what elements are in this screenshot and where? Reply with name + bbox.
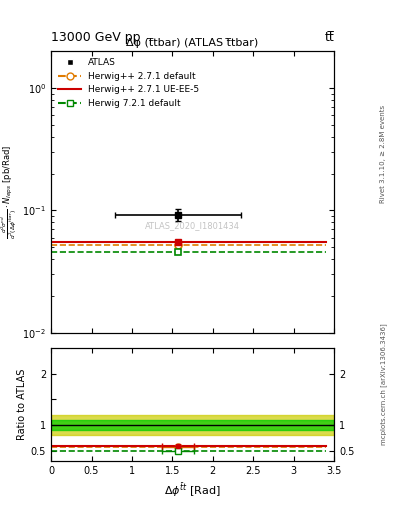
- Y-axis label: Ratio to ATLAS: Ratio to ATLAS: [17, 369, 27, 440]
- Text: mcplots.cern.ch [arXiv:1306.3436]: mcplots.cern.ch [arXiv:1306.3436]: [380, 323, 387, 445]
- Text: ATLAS_2020_I1801434: ATLAS_2020_I1801434: [145, 221, 240, 230]
- Text: tt̅: tt̅: [324, 31, 334, 44]
- Title: Δφ (t̅tbar) (ATLAS t̅tbar): Δφ (t̅tbar) (ATLAS t̅tbar): [127, 38, 259, 48]
- Text: Rivet 3.1.10, ≥ 2.8M events: Rivet 3.1.10, ≥ 2.8M events: [380, 104, 386, 203]
- Y-axis label: $\frac{d^2\sigma^{nd}}{d^2(\Delta\phi^{tbar})} \cdot N_{leps}$ [pb/Rad]: $\frac{d^2\sigma^{nd}}{d^2(\Delta\phi^{t…: [0, 145, 18, 239]
- Bar: [51, 415, 334, 435]
- X-axis label: $\Delta\phi^{\bar{t}t}$ [Rad]: $\Delta\phi^{\bar{t}t}$ [Rad]: [164, 481, 221, 499]
- Legend: ATLAS, Herwig++ 2.7.1 default, Herwig++ 2.7.1 UE-EE-5, Herwig 7.2.1 default: ATLAS, Herwig++ 2.7.1 default, Herwig++ …: [55, 56, 202, 111]
- Bar: [51, 420, 334, 430]
- Text: 13000 GeV pp: 13000 GeV pp: [51, 31, 141, 44]
